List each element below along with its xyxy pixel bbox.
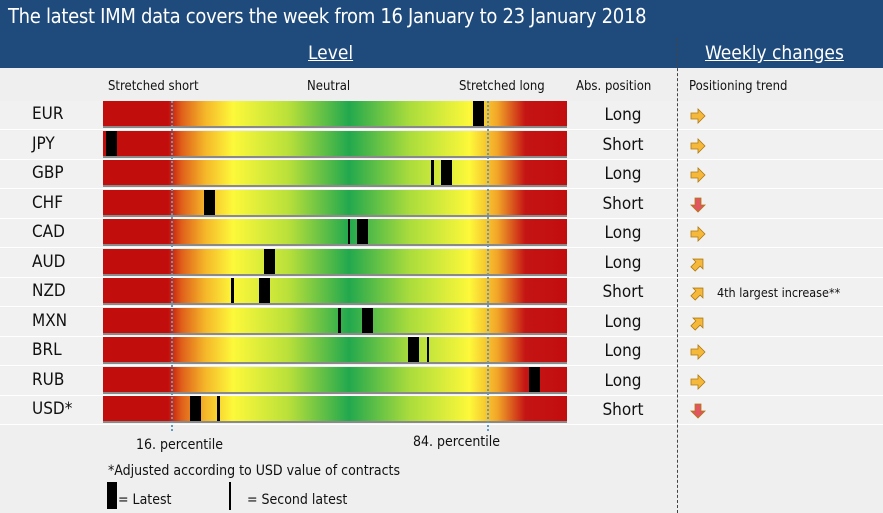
abs-position-value: Long <box>604 311 642 332</box>
positioning-bar-chf <box>103 189 567 217</box>
latest-marker <box>203 189 215 215</box>
trend-arrow-up-right-icon <box>689 314 707 332</box>
second-latest-marker <box>347 219 351 244</box>
positioning-trend-label: Positioning trend <box>689 79 788 94</box>
trend-arrow-right-icon <box>689 225 707 243</box>
currency-label: RUB <box>32 369 65 390</box>
abs-position-label: Abs. position <box>576 79 652 94</box>
p84-label: 84. percentile <box>413 434 500 450</box>
trend-arrow-up-right-icon <box>689 255 707 273</box>
second-latest-marker <box>217 396 220 421</box>
abs-position-value: Long <box>604 105 642 125</box>
currency-label: NZD <box>32 281 66 301</box>
abs-position-value: Short <box>602 400 644 420</box>
latest-marker <box>264 248 276 274</box>
second-latest-marker <box>431 160 434 185</box>
trend-arrow-right-icon <box>689 343 707 361</box>
latest-legend-swatch <box>107 482 117 509</box>
latest-marker <box>259 278 271 303</box>
positioning-bar-brl <box>103 337 567 364</box>
positioning-bar-eur <box>103 101 567 128</box>
abs-position-value: Long <box>604 252 642 273</box>
abs-position-value: Short <box>602 134 644 155</box>
abs-position-value: Long <box>604 370 642 391</box>
trend-arrow-up-right-icon <box>689 284 707 302</box>
latest-marker <box>440 160 452 185</box>
positioning-bar-cad <box>103 219 567 246</box>
currency-label: GBP <box>32 163 64 183</box>
positioning-bar-gbp <box>103 160 567 187</box>
header-banner <box>0 0 883 68</box>
abs-position-value: Long <box>604 164 642 184</box>
stretched-long-label: Stretched long <box>459 79 545 94</box>
latest-marker <box>408 337 420 362</box>
second-latest-marker <box>426 337 430 362</box>
p16-label: 16. percentile <box>136 437 223 453</box>
currency-label: BRL <box>32 340 62 360</box>
currency-label: AUD <box>32 251 66 272</box>
latest-marker <box>189 396 201 421</box>
trend-arrow-right-icon <box>689 137 707 155</box>
latest-legend-label: = Latest <box>118 492 172 508</box>
trend-arrow-down-icon <box>689 196 707 214</box>
footnote: *Adjusted according to USD value of cont… <box>108 463 401 479</box>
second-latest-marker <box>231 278 234 303</box>
abs-position-value: Long <box>604 341 642 361</box>
currency-label: CHF <box>32 192 63 213</box>
currency-label: JPY <box>32 133 55 154</box>
percentile-line-16 <box>170 101 173 431</box>
currency-label: EUR <box>32 104 64 124</box>
stretched-short-label: Stretched short <box>108 79 199 94</box>
second-latest-legend-label: = Second latest <box>247 492 348 508</box>
positioning-bar-rub <box>103 366 567 394</box>
trend-arrow-down-icon <box>689 402 707 420</box>
latest-marker <box>106 130 118 156</box>
positioning-bar-jpy <box>103 130 567 158</box>
positioning-bar-usd <box>103 396 567 423</box>
latest-marker <box>528 366 540 392</box>
level-heading: Level <box>308 42 354 64</box>
currency-label: CAD <box>32 222 65 242</box>
positioning-bar-nzd <box>103 278 567 305</box>
percentile-line-84 <box>486 101 489 431</box>
currency-label: USD* <box>32 399 73 419</box>
trend-arrow-right-icon <box>689 373 707 391</box>
positioning-bar-mxn <box>103 307 567 335</box>
trend-arrow-right-icon <box>689 107 707 125</box>
abs-position-value: Short <box>602 282 644 302</box>
weekly-changes-heading: Weekly changes <box>705 42 844 64</box>
positioning-bar-aud <box>103 248 567 276</box>
abs-position-value: Short <box>602 193 644 214</box>
abs-position-value: Long <box>604 223 642 243</box>
latest-marker <box>356 219 368 244</box>
latest-marker <box>473 101 485 126</box>
second-latest-legend-swatch <box>229 482 231 510</box>
neutral-label: Neutral <box>307 79 351 94</box>
trend-note: 4th largest increase** <box>717 285 841 300</box>
trend-arrow-right-icon <box>689 166 707 184</box>
currency-label: MXN <box>32 310 68 331</box>
second-latest-marker <box>338 307 341 333</box>
chart-area <box>103 101 567 431</box>
latest-marker <box>361 307 373 333</box>
section-divider <box>677 38 678 513</box>
page-title: The latest IMM data covers the week from… <box>8 4 647 28</box>
